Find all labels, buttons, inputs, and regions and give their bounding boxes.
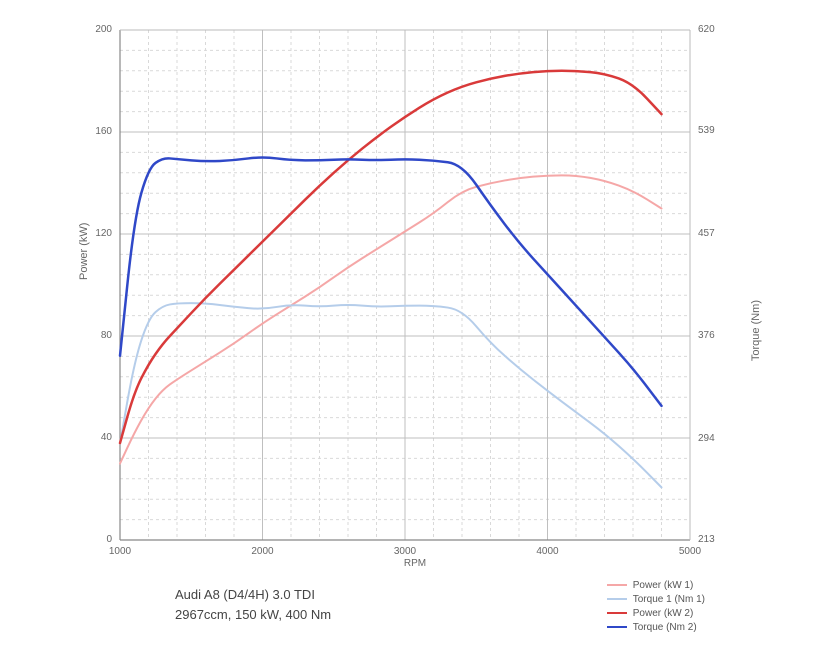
tick-label: 80 bbox=[101, 330, 112, 341]
legend: Power (kW 1) Torque 1 (Nm 1) Power (kW 2) T… bbox=[607, 578, 705, 634]
dyno-chart: Power (kW) Torque (Nm) RPM 1000200030004… bbox=[0, 0, 830, 650]
tick-label: 3000 bbox=[394, 546, 416, 557]
tick-label: 620 bbox=[698, 24, 715, 35]
legend-swatch bbox=[607, 584, 627, 586]
y-left-axis-label: Power (kW) bbox=[78, 223, 90, 280]
legend-item: Power (kW 1) bbox=[607, 578, 705, 592]
tick-label: 40 bbox=[101, 432, 112, 443]
tick-label: 120 bbox=[95, 228, 112, 239]
legend-label: Torque 1 (Nm 1) bbox=[633, 594, 705, 605]
tick-label: 200 bbox=[95, 24, 112, 35]
legend-swatch bbox=[607, 612, 627, 615]
tick-label: 1000 bbox=[109, 546, 131, 557]
tick-label: 539 bbox=[698, 125, 715, 136]
chart-caption: Audi A8 (D4/4H) 3.0 TDI 2967ccm, 150 kW,… bbox=[175, 585, 331, 624]
legend-label: Power (kW 2) bbox=[633, 608, 694, 619]
tick-label: 0 bbox=[106, 534, 112, 545]
legend-swatch bbox=[607, 598, 627, 600]
caption-line-1: Audi A8 (D4/4H) 3.0 TDI bbox=[175, 585, 331, 605]
legend-item: Power (kW 2) bbox=[607, 606, 705, 620]
legend-item: Torque (Nm 2) bbox=[607, 620, 705, 634]
tick-label: 376 bbox=[698, 330, 715, 341]
tick-label: 2000 bbox=[251, 546, 273, 557]
legend-item: Torque 1 (Nm 1) bbox=[607, 592, 705, 606]
tick-label: 213 bbox=[698, 534, 715, 545]
tick-label: 457 bbox=[698, 228, 715, 239]
y-right-axis-label: Torque (Nm) bbox=[750, 300, 762, 361]
tick-label: 4000 bbox=[536, 546, 558, 557]
tick-label: 160 bbox=[95, 126, 112, 137]
tick-label: 5000 bbox=[679, 546, 701, 557]
legend-swatch bbox=[607, 626, 627, 629]
legend-label: Power (kW 1) bbox=[633, 580, 694, 591]
legend-label: Torque (Nm 2) bbox=[633, 622, 697, 633]
x-axis-label: RPM bbox=[0, 558, 830, 569]
caption-line-2: 2967ccm, 150 kW, 400 Nm bbox=[175, 605, 331, 625]
tick-label: 294 bbox=[698, 433, 715, 444]
